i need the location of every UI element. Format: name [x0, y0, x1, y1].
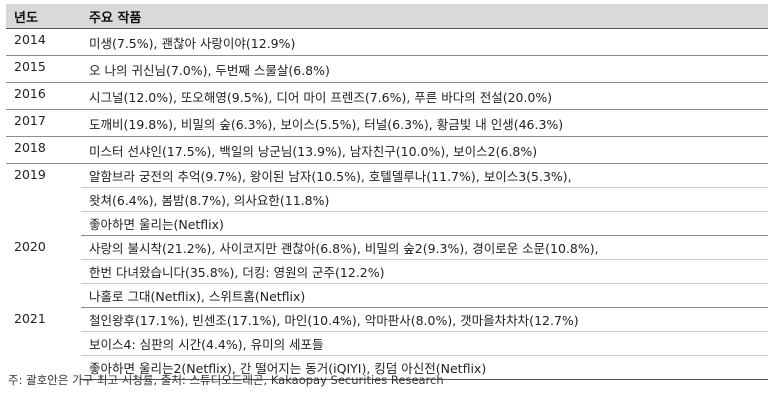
- works-cell: 철인왕후(17.1%), 빈센조(17.1%), 마인(10.4%), 악마판사…: [81, 307, 768, 332]
- table-row: 한번 다녀왔습니다(35.8%), 더킹: 영원의 군주(12.2%): [6, 259, 768, 284]
- header-year: 년도: [6, 4, 81, 29]
- table-row: 2019 알함브라 궁전의 추억(9.7%), 왕이된 남자(10.5%), 호…: [6, 163, 768, 188]
- works-cell: 왓쳐(6.4%), 봄밤(8.7%), 의사요한(11.8%): [81, 187, 768, 212]
- works-cell: 좋아하면 울리는2(Netflix), 간 떨어지는 동거(iQIYI), 킹덤…: [81, 355, 768, 380]
- table-row: 나홀로 그대(Netflix), 스위트홈(Netflix): [6, 283, 768, 308]
- table-row: 2016 시그널(12.0%), 또오해영(9.5%), 디어 마이 프렌즈(7…: [6, 82, 768, 110]
- table-header-row: 년도 주요 작품: [6, 4, 768, 29]
- table-row: 좋아하면 울리는2(Netflix), 간 떨어지는 동거(iQIYI), 킹덤…: [6, 355, 768, 380]
- table-row: 2017 도깨비(19.8%), 비밀의 숲(6.3%), 보이스(5.5%),…: [6, 109, 768, 137]
- works-cell: 한번 다녀왔습니다(35.8%), 더킹: 영원의 군주(12.2%): [81, 259, 768, 284]
- year-cell: 2016: [6, 82, 81, 110]
- works-cell: 사랑의 불시착(21.2%), 사이코지만 괜찮아(6.8%), 비밀의 숲2(…: [81, 235, 768, 260]
- table-row: 보이스4: 심판의 시간(4.4%), 유미의 세포들: [6, 331, 768, 356]
- year-cell: 2015: [6, 55, 81, 83]
- works-cell: 시그널(12.0%), 또오해영(9.5%), 디어 마이 프렌즈(7.6%),…: [81, 82, 768, 110]
- works-cell: 보이스4: 심판의 시간(4.4%), 유미의 세포들: [81, 331, 768, 356]
- works-cell: 나홀로 그대(Netflix), 스위트홈(Netflix): [81, 283, 768, 308]
- works-cell: 좋아하면 울리는(Netflix): [81, 211, 768, 236]
- source-footnote: 주: 괄호안은 가구 최고 시청률, 출처: 스튜디오드래곤, Kakaopay…: [8, 373, 444, 387]
- year-cell: 2019: [14, 167, 46, 182]
- table-row: 왓쳐(6.4%), 봄밤(8.7%), 의사요한(11.8%): [6, 187, 768, 212]
- year-cell: 2018: [6, 136, 81, 164]
- table-row: 2021 철인왕후(17.1%), 빈센조(17.1%), 마인(10.4%),…: [6, 307, 768, 332]
- works-table: 년도 주요 작품 2014 미생(7.5%), 괜찮아 사랑이야(12.9%) …: [6, 4, 768, 380]
- year-cell: 2014: [6, 28, 81, 56]
- works-cell: 오 나의 귀신님(7.0%), 두번째 스물살(6.8%): [81, 55, 768, 83]
- year-cell: 2017: [6, 109, 81, 137]
- works-cell: 도깨비(19.8%), 비밀의 숲(6.3%), 보이스(5.5%), 터널(6…: [81, 109, 768, 137]
- works-cell: 알함브라 궁전의 추억(9.7%), 왕이된 남자(10.5%), 호텔델루나(…: [81, 163, 768, 188]
- works-cell: 미생(7.5%), 괜찮아 사랑이야(12.9%): [81, 28, 768, 56]
- table-row: 2018 미스터 선샤인(17.5%), 백일의 낭군님(13.9%), 남자친…: [6, 136, 768, 164]
- table-row: 좋아하면 울리는(Netflix): [6, 211, 768, 236]
- table-row: 2015 오 나의 귀신님(7.0%), 두번째 스물살(6.8%): [6, 55, 768, 83]
- header-works: 주요 작품: [81, 4, 768, 29]
- table-row: 2014 미생(7.5%), 괜찮아 사랑이야(12.9%): [6, 28, 768, 56]
- table-row: 2020 사랑의 불시착(21.2%), 사이코지만 괜찮아(6.8%), 비밀…: [6, 235, 768, 260]
- year-cell: 2020: [14, 238, 46, 254]
- year-cell: 2021: [14, 310, 46, 326]
- works-cell: 미스터 선샤인(17.5%), 백일의 낭군님(13.9%), 남자친구(10.…: [81, 136, 768, 164]
